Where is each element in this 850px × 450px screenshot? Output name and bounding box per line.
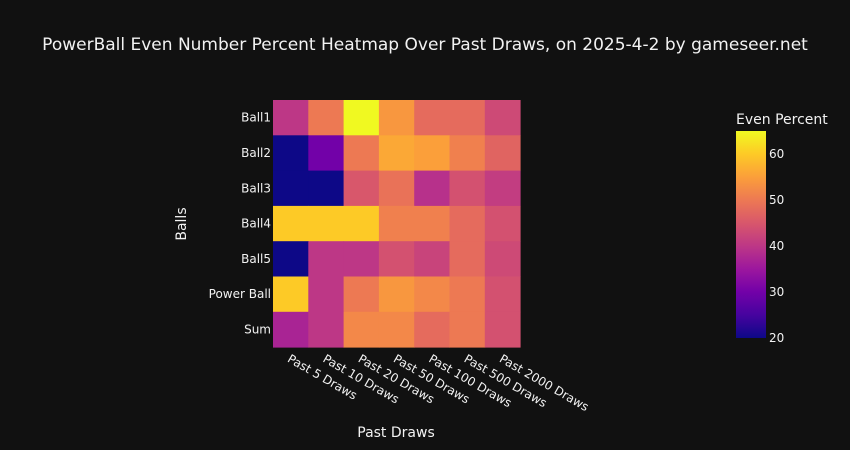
colorbar-ticks: 20 30 40 50 60 — [769, 147, 784, 345]
heatmap-cell — [449, 205, 486, 242]
heatmap-cell — [449, 135, 486, 172]
heatmap-cell — [308, 170, 345, 207]
x-axis-label: Past Draws — [357, 425, 435, 441]
heatmap-cell — [484, 241, 521, 277]
heatmap-cell — [378, 241, 415, 277]
colorbar-tick-label: 40 — [769, 239, 784, 253]
heatmap-cell — [414, 135, 450, 172]
heatmap-cell — [273, 135, 309, 172]
heatmap-cell — [414, 170, 450, 207]
y-tick-labels: Ball1 Ball2 Ball3 Ball4 Ball5 Power Ball Sum — [209, 111, 271, 337]
y-axis-label: Balls — [174, 207, 190, 240]
heatmap-cell — [343, 170, 380, 207]
heatmap-cell — [484, 135, 521, 172]
colorbar-tick-label: 30 — [769, 285, 784, 299]
heatmap-cell — [378, 276, 415, 313]
heatmap-cell — [484, 205, 521, 242]
heatmap-cell — [343, 100, 380, 136]
heatmap-cell — [449, 170, 486, 207]
heatmap-cell — [484, 170, 521, 207]
colorbar-title: Even Percent — [736, 112, 828, 128]
heatmap-cell — [449, 241, 486, 277]
heatmap-cell — [378, 135, 415, 172]
heatmap-cell — [308, 135, 345, 172]
heatmap-cell — [414, 241, 450, 277]
heatmap-cell — [273, 100, 309, 136]
heatmap-cell — [484, 311, 521, 348]
y-tick-label: Sum — [244, 322, 271, 336]
heatmap-cell — [414, 276, 450, 313]
heatmap-cell — [343, 311, 380, 348]
heatmap-cells — [273, 100, 521, 348]
heatmap-cell — [273, 276, 309, 313]
heatmap-cell — [449, 311, 486, 348]
heatmap-cell — [273, 311, 309, 348]
heatmap-cell — [414, 311, 450, 348]
heatmap-cell — [273, 241, 309, 277]
y-tick-label: Ball5 — [241, 252, 271, 266]
heatmap-cell — [484, 100, 521, 136]
heatmap-cell — [343, 205, 380, 242]
heatmap-cell — [308, 100, 345, 136]
heatmap-cell — [343, 135, 380, 172]
heatmap-cell — [449, 100, 486, 136]
colorbar-tick-label: 20 — [769, 331, 784, 345]
y-tick-label: Ball2 — [241, 146, 271, 160]
colorbar-tick-label: 60 — [769, 147, 784, 161]
heatmap-cell — [308, 241, 345, 277]
y-tick-label: Ball4 — [241, 217, 271, 231]
y-tick-label: Ball1 — [241, 111, 271, 125]
heatmap-cell — [343, 241, 380, 277]
y-tick-label: Ball3 — [241, 181, 271, 195]
chart-title: PowerBall Even Number Percent Heatmap Ov… — [42, 35, 808, 55]
colorbar — [736, 131, 766, 338]
heatmap-cell — [378, 170, 415, 207]
heatmap-cell — [378, 100, 415, 136]
heatmap-cell — [414, 100, 450, 136]
colorbar-tick-label: 50 — [769, 193, 784, 207]
heatmap-cell — [378, 205, 415, 242]
heatmap-cell — [308, 311, 345, 348]
heatmap-cell — [343, 276, 380, 313]
heatmap-cell — [414, 205, 450, 242]
heatmap-cell — [273, 170, 309, 207]
heatmap-cell — [449, 276, 486, 313]
heatmap-cell — [378, 311, 415, 348]
heatmap-cell — [308, 276, 345, 313]
y-tick-label: Power Ball — [209, 287, 271, 301]
heatmap-cell — [273, 205, 309, 242]
heatmap-cell — [308, 205, 345, 242]
heatmap-cell — [484, 276, 521, 313]
